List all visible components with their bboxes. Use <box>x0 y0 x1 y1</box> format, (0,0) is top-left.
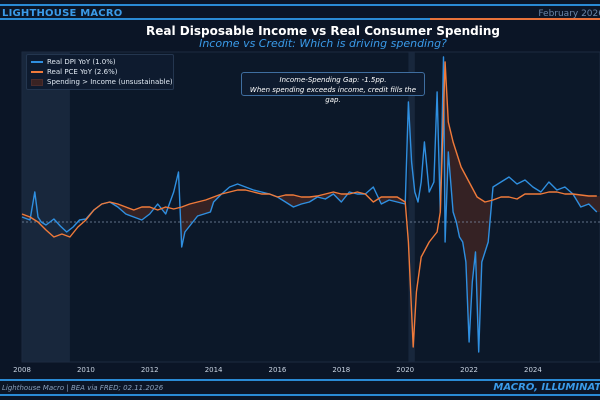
header-rule-blue <box>0 18 430 20</box>
x-tick-label: 2024 <box>524 366 542 374</box>
header-date: February 2026 <box>538 9 600 19</box>
shaded-period-1 <box>408 52 415 362</box>
header-rule-orange <box>430 18 600 20</box>
footer-source: Lighthouse Macro | BEA via FRED; 02.11.2… <box>2 384 164 392</box>
chart-subtitle: Income vs Credit: Which is driving spend… <box>199 37 447 50</box>
chart-title: Real Disposable Income vs Real Consumer … <box>146 24 500 38</box>
legend-label-dpi: Real DPI YoY (1.0%) <box>47 58 116 66</box>
shaded-period-0 <box>22 52 70 362</box>
top-rule <box>0 4 600 6</box>
x-tick-label: 2022 <box>460 366 478 374</box>
series-line-pce <box>21 61 597 348</box>
legend-item-pce: Real PCE YoY (2.6%) <box>31 68 117 78</box>
legend-item-gap: Spending > Income (unsustainable) <box>31 78 173 88</box>
x-tick-label: 2018 <box>332 366 350 374</box>
gap-annotation: Income-Spending Gap: -1.5pp. When spendi… <box>241 72 425 104</box>
footer-rule-bottom <box>0 394 600 396</box>
legend-item-dpi: Real DPI YoY (1.0%) <box>31 58 116 68</box>
x-tick-label: 2010 <box>77 366 95 374</box>
x-tick-label: 2008 <box>13 366 31 374</box>
brand-label: LIGHTHOUSE MACRO <box>2 8 123 19</box>
x-tick-label: 2020 <box>396 366 414 374</box>
x-tick-label: 2016 <box>269 366 287 374</box>
legend-label-gap: Spending > Income (unsustainable) <box>47 78 173 86</box>
legend-swatch-gap <box>31 78 43 86</box>
gap-fill-1 <box>110 202 154 220</box>
x-tick-label: 2014 <box>205 366 223 374</box>
annotation-line-1: Income-Spending Gap: -1.5pp. <box>279 76 387 84</box>
gap-fill-8 <box>573 194 600 212</box>
footer-rule-top <box>0 379 600 381</box>
chart-legend: Real DPI YoY (1.0%) Real PCE YoY (2.6%) … <box>26 54 174 90</box>
legend-label-pce: Real PCE YoY (2.6%) <box>47 68 118 76</box>
gap-fill-3 <box>180 194 222 247</box>
legend-swatch-pce <box>31 71 43 73</box>
x-tick-label: 2012 <box>141 366 159 374</box>
legend-swatch-dpi <box>31 61 43 63</box>
annotation-line-2: When spending exceeds income, credit fil… <box>249 86 417 104</box>
gap-fill-7 <box>444 68 492 352</box>
footer-tagline: MACRO, ILLUMINATED. <box>493 382 600 393</box>
